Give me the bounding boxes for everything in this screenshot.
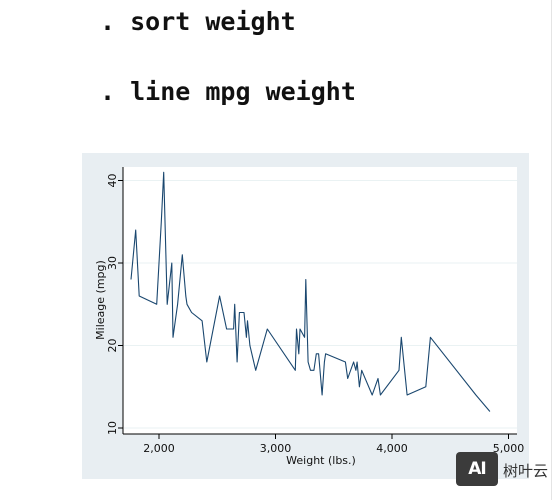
axis-labels: 10 20 30 40 2,000 3,000 4,000 5,000 Weight (lbs.… <box>94 174 524 468</box>
y-tick-label-10: 10 <box>106 421 119 435</box>
series-layer <box>130 171 491 412</box>
y-tick-label-20: 20 <box>106 339 119 353</box>
x-tick-label-3000: 3,000 <box>260 442 292 455</box>
x-tick-label-4000: 4,000 <box>376 442 408 455</box>
brand-logo-text: 树叶云 <box>503 462 549 480</box>
brand-logo-icon: AI <box>456 452 498 486</box>
command-sort-weight: . sort weight <box>100 7 296 36</box>
y-axis-title: Mileage (mpg) <box>94 260 107 340</box>
x-tick-label-2000: 2,000 <box>143 442 175 455</box>
y-tick-label-40: 40 <box>106 174 119 188</box>
series-line-mpg <box>130 171 491 412</box>
x-axis-title: Weight (lbs.) <box>286 454 356 467</box>
axes <box>118 167 517 439</box>
y-tick-label-30: 30 <box>106 256 119 270</box>
command-line-mpg-weight: . line mpg weight <box>100 77 356 106</box>
x-tick-label-5000: 5,000 <box>493 442 525 455</box>
gridlines <box>124 180 517 429</box>
plot-area <box>123 167 517 434</box>
page-edge-divider <box>551 0 552 500</box>
